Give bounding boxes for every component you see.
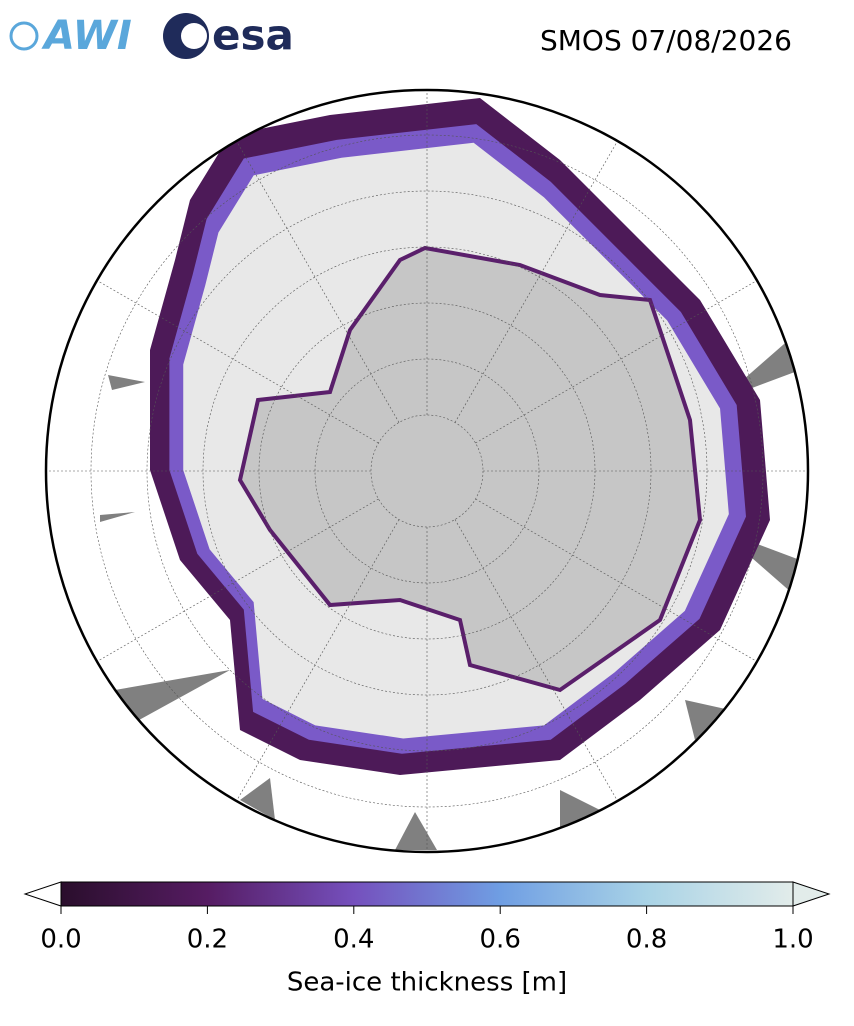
meridian [475, 498, 774, 672]
colorbar-tick-label: 0.2 [187, 925, 228, 955]
colorbar-extend-low [23, 881, 62, 907]
colorbar-extend-high [792, 881, 831, 907]
colorbar [60, 881, 794, 907]
esa-logo: esa [163, 11, 294, 60]
meridian [454, 124, 628, 423]
map-border [44, 88, 810, 854]
esa-logo-text: esa [212, 11, 294, 60]
colorbar-tick-label: 0.8 [626, 925, 667, 955]
graticule [46, 90, 808, 852]
map [46, 90, 808, 852]
title: SMOS 07/08/2026 [540, 24, 792, 57]
colorbar-label: Sea-ice thickness [m] [287, 968, 567, 998]
colorbar-tick-label: 0.0 [40, 925, 81, 955]
meridian [80, 498, 379, 672]
colorbar-tick-label: 0.4 [333, 925, 374, 955]
meridian [226, 124, 400, 423]
meridian [454, 519, 628, 818]
meridian [80, 270, 379, 444]
awi-logo: AWI [9, 13, 132, 59]
awi-logo-text: AWI [41, 13, 132, 59]
colorbar-tick-label: 1.0 [772, 925, 813, 955]
meridian [226, 519, 400, 818]
antarctica [237, 245, 703, 693]
meridian [475, 270, 774, 444]
colorbar-tick-label: 0.6 [480, 925, 521, 955]
